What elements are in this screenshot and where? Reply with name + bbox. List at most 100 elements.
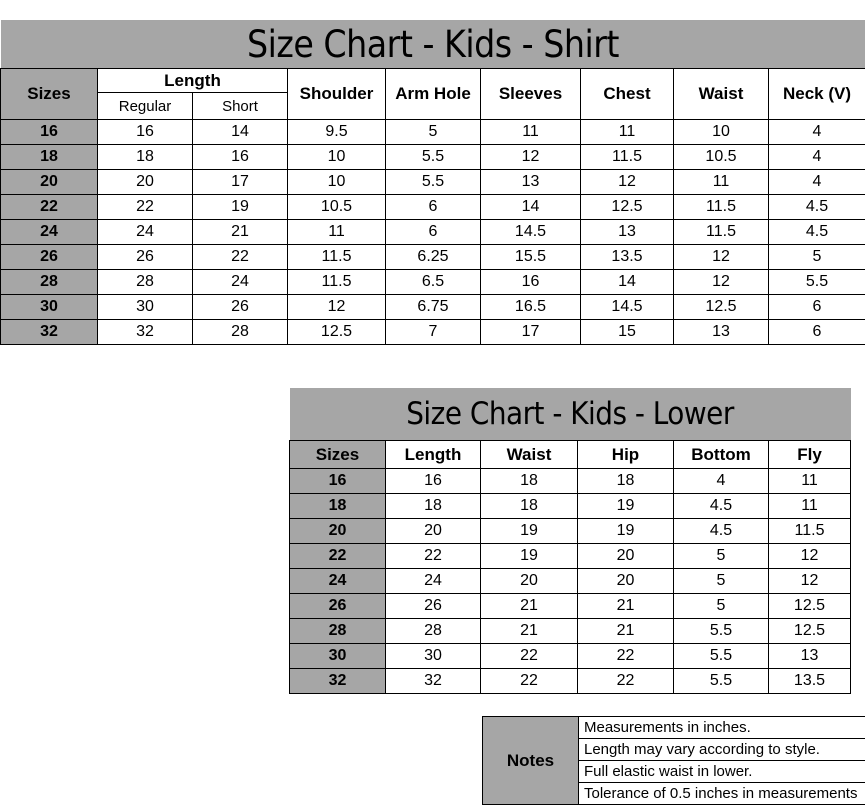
shirt-cell-sleeves: 15.5 (481, 245, 581, 270)
shirt-row-size: 18 (1, 145, 98, 170)
lower-size-chart-table: Size Chart - Kids - Lower Sizes Length W… (289, 388, 851, 694)
shirt-cell-shoulder: 10 (288, 170, 386, 195)
shirt-header-shoulder: Shoulder (288, 69, 386, 120)
notes-label: Notes (483, 717, 579, 805)
shirt-cell-shoulder: 11.5 (288, 245, 386, 270)
shirt-size-chart-table: Size Chart - Kids - Shirt Sizes Length S… (0, 20, 865, 345)
shirt-row-size: 30 (1, 295, 98, 320)
shirt-cell-arm-hole: 7 (386, 320, 481, 345)
lower-cell-fly: 12 (769, 569, 851, 594)
lower-row-size: 22 (290, 544, 386, 569)
shirt-cell-arm-hole: 5.5 (386, 145, 481, 170)
shirt-cell-regular: 18 (98, 145, 193, 170)
lower-cell-hip: 22 (578, 669, 674, 694)
shirt-cell-waist: 12.5 (674, 295, 769, 320)
shirt-cell-neck: 4 (769, 170, 865, 195)
lower-cell-bottom: 4 (674, 469, 769, 494)
lower-cell-hip: 22 (578, 644, 674, 669)
shirt-cell-regular: 26 (98, 245, 193, 270)
lower-header-length: Length (386, 441, 481, 469)
lower-title-row: Size Chart - Kids - Lower (290, 388, 851, 441)
shirt-header-arm-hole: Arm Hole (386, 69, 481, 120)
shirt-cell-shoulder: 11 (288, 220, 386, 245)
lower-row-size: 28 (290, 619, 386, 644)
shirt-cell-waist: 12 (674, 245, 769, 270)
shirt-header-group-row: Sizes Length Shoulder Arm Hole Sleeves C… (1, 69, 865, 93)
lower-cell-fly: 12.5 (769, 594, 851, 619)
lower-cell-waist: 18 (481, 469, 578, 494)
shirt-cell-waist: 11 (674, 170, 769, 195)
shirt-cell-regular: 20 (98, 170, 193, 195)
shirt-cell-arm-hole: 6.5 (386, 270, 481, 295)
lower-cell-bottom: 5.5 (674, 619, 769, 644)
shirt-cell-sleeves: 14 (481, 195, 581, 220)
shirt-cell-neck: 4 (769, 145, 865, 170)
shirt-row-size: 26 (1, 245, 98, 270)
shirt-cell-neck: 4.5 (769, 220, 865, 245)
lower-cell-waist: 18 (481, 494, 578, 519)
shirt-cell-short: 16 (193, 145, 288, 170)
shirt-cell-chest: 13.5 (581, 245, 674, 270)
shirt-cell-short: 24 (193, 270, 288, 295)
shirt-cell-neck: 6 (769, 320, 865, 345)
lower-cell-fly: 11.5 (769, 519, 851, 544)
shirt-cell-arm-hole: 6.25 (386, 245, 481, 270)
shirt-row-size: 32 (1, 320, 98, 345)
shirt-cell-chest: 12 (581, 170, 674, 195)
shirt-cell-regular: 24 (98, 220, 193, 245)
shirt-cell-waist: 10 (674, 120, 769, 145)
lower-cell-waist: 21 (481, 619, 578, 644)
shirt-cell-short: 28 (193, 320, 288, 345)
shirt-header-length-short: Short (193, 93, 288, 120)
shirt-cell-regular: 28 (98, 270, 193, 295)
lower-cell-hip: 21 (578, 594, 674, 619)
lower-row-size: 26 (290, 594, 386, 619)
shirt-row-size: 22 (1, 195, 98, 220)
lower-cell-waist: 22 (481, 644, 578, 669)
lower-row-size: 20 (290, 519, 386, 544)
lower-cell-fly: 11 (769, 494, 851, 519)
shirt-cell-waist: 10.5 (674, 145, 769, 170)
lower-cell-length: 30 (386, 644, 481, 669)
lower-cell-bottom: 4.5 (674, 519, 769, 544)
shirt-cell-sleeves: 12 (481, 145, 581, 170)
shirt-cell-neck: 6 (769, 295, 865, 320)
lower-cell-length: 22 (386, 544, 481, 569)
shirt-cell-arm-hole: 5 (386, 120, 481, 145)
lower-cell-bottom: 5.5 (674, 644, 769, 669)
lower-cell-bottom: 5 (674, 594, 769, 619)
shirt-cell-chest: 14.5 (581, 295, 674, 320)
lower-cell-length: 16 (386, 469, 481, 494)
shirt-cell-sleeves: 13 (481, 170, 581, 195)
lower-cell-bottom: 5 (674, 544, 769, 569)
shirt-cell-short: 21 (193, 220, 288, 245)
lower-row-size: 30 (290, 644, 386, 669)
shirt-header-length-group: Length (98, 69, 288, 93)
lower-cell-hip: 21 (578, 619, 674, 644)
lower-cell-length: 20 (386, 519, 481, 544)
shirt-cell-waist: 11.5 (674, 195, 769, 220)
shirt-header-waist: Waist (674, 69, 769, 120)
lower-cell-hip: 20 (578, 569, 674, 594)
lower-cell-length: 18 (386, 494, 481, 519)
shirt-cell-chest: 12.5 (581, 195, 674, 220)
lower-cell-length: 32 (386, 669, 481, 694)
shirt-cell-chest: 15 (581, 320, 674, 345)
lower-chart-title: Size Chart - Kids - Lower (290, 388, 851, 441)
lower-header-sizes: Sizes (290, 441, 386, 469)
lower-cell-fly: 11 (769, 469, 851, 494)
